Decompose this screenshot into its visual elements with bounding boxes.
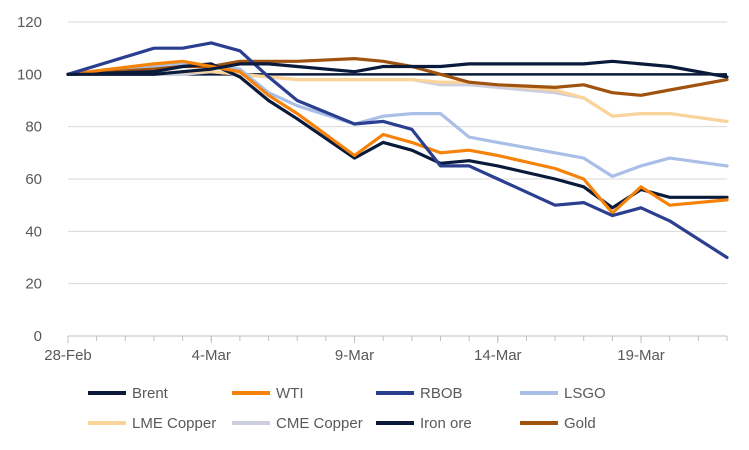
x-tick-label: 19-Mar (617, 347, 665, 364)
legend-label-rbob: RBOB (420, 385, 463, 402)
y-tick-label: 120 (17, 14, 42, 31)
legend-label-lme-copper: LME Copper (132, 415, 216, 432)
series-lines (66, 41, 729, 260)
legend-label-cme-copper: CME Copper (276, 415, 363, 432)
legend: Brent WTI RBOB LSGO LME Copper CME Copper Iron… (88, 385, 606, 432)
y-tick-label: 20 (25, 276, 42, 293)
legend-label-brent: Brent (132, 385, 169, 402)
y-tick-label: 60 (25, 171, 42, 188)
x-tick-label: 4-Mar (192, 347, 231, 364)
series-line-lme-copper (66, 70, 729, 124)
series-line-iron-ore (66, 59, 729, 79)
legend-label-gold: Gold (564, 415, 596, 432)
y-tick-label: 100 (17, 66, 42, 83)
legend-label-lsgo: LSGO (564, 385, 606, 402)
x-tick-label: 28-Feb (44, 347, 92, 364)
y-tick-label: 0 (34, 328, 42, 345)
series-line-wti (66, 59, 729, 215)
legend-label-wti: WTI (276, 385, 304, 402)
axes (67, 335, 728, 343)
series-line-brent (66, 62, 729, 210)
y-tick-label: 40 (25, 223, 42, 240)
x-tick-label: 9-Mar (335, 347, 374, 364)
legend-label-iron-ore: Iron ore (420, 415, 472, 432)
y-tick-labels: 0 20 40 60 80 100 120 (17, 14, 42, 345)
y-tick-label: 80 (25, 119, 42, 136)
series-line-rbob (66, 41, 729, 260)
x-tick-labels: 28-Feb 4-Mar 9-Mar 14-Mar 19-Mar (44, 347, 665, 364)
x-tick-label: 14-Mar (474, 347, 522, 364)
